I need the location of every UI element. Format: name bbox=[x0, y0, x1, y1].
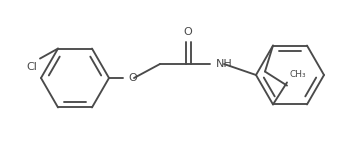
Text: O: O bbox=[184, 27, 192, 37]
Text: O: O bbox=[128, 73, 137, 83]
Text: NH: NH bbox=[216, 59, 233, 69]
Text: CH₃: CH₃ bbox=[290, 71, 307, 79]
Text: Cl: Cl bbox=[26, 62, 37, 72]
